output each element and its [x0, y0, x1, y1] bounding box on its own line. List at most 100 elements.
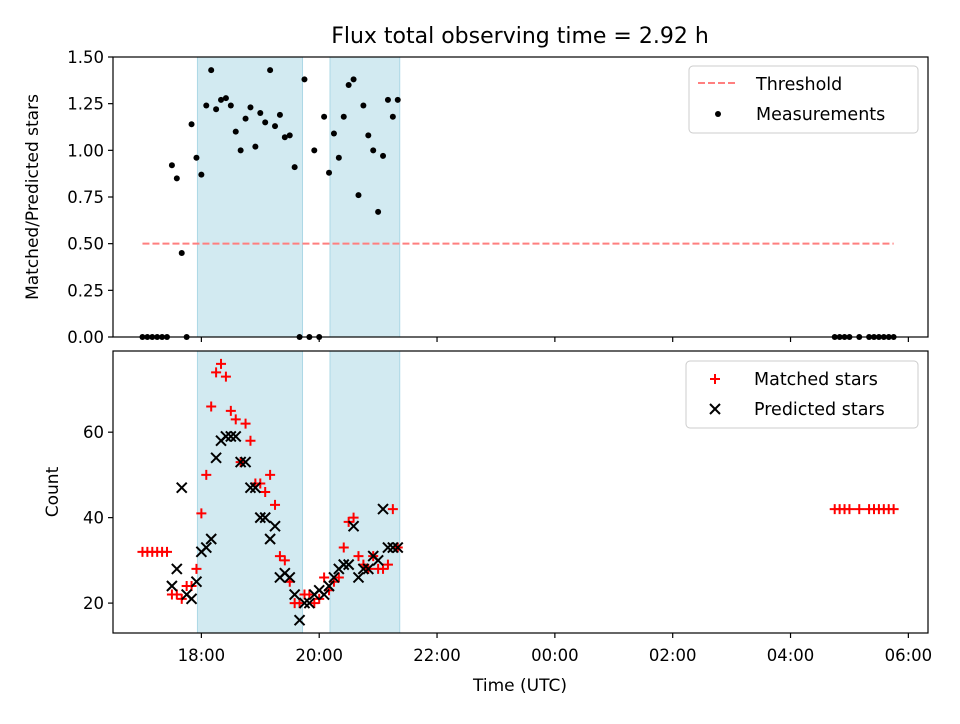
measurement-point: [384, 96, 391, 103]
x-tick-label: 18:00: [178, 646, 226, 665]
matched-star-point: [162, 546, 173, 557]
measurement-point: [355, 192, 362, 199]
measurement-point: [350, 76, 357, 83]
measurement-point: [326, 169, 333, 176]
matched-star-point: [245, 435, 256, 446]
matched-star-point: [319, 572, 330, 583]
matched-star-point: [382, 559, 393, 570]
predicted-star-point: [264, 533, 276, 545]
measurement-point: [311, 147, 318, 154]
measurement-point: [389, 113, 396, 120]
predicted-star-point: [220, 430, 232, 443]
x-tick-label: 20:00: [295, 646, 343, 665]
measurement-point: [178, 250, 185, 256]
matched-star-point: [191, 563, 202, 574]
predicted-star-point: [200, 541, 212, 554]
predicted-star-point: [328, 571, 340, 584]
predicted-star-point: [288, 588, 301, 601]
predicted-star-point: [244, 482, 257, 494]
legend-measurement-label: Measurements: [756, 105, 885, 125]
x-tick-label: 06:00: [885, 646, 933, 665]
predicted-star-point: [249, 482, 262, 494]
predicted-star-point: [225, 430, 237, 443]
predicted-star-point: [210, 452, 222, 464]
predicted-star-point: [303, 597, 316, 609]
measurement-point: [208, 67, 215, 74]
predicted-star-point: [259, 511, 271, 524]
matched-star-point: [201, 469, 212, 480]
matched-star-point: [260, 487, 271, 497]
predicted-star-point: [239, 456, 252, 468]
measurement-point: [365, 132, 372, 139]
x-tick-label: 00:00: [531, 646, 579, 665]
predicted-star-point: [269, 520, 281, 532]
predicted-star-point: [357, 563, 370, 575]
predicted-star-point: [230, 430, 242, 443]
matched-star-point: [353, 551, 364, 562]
top-y-tick-label: 1.25: [67, 95, 104, 114]
measurement-point: [237, 147, 244, 154]
matched-star-point: [854, 504, 865, 515]
matched-star-point: [196, 508, 207, 519]
measurement-point: [252, 143, 259, 150]
matched-star-point: [216, 358, 227, 369]
predicted-star-point: [298, 597, 311, 609]
bottom-axes-frame: [112, 350, 929, 634]
bottom-y-tick-label: 40: [83, 509, 104, 528]
predicted-star-point: [166, 580, 178, 592]
measurement-point: [301, 76, 308, 83]
matched-star-point: [348, 512, 359, 523]
matched-star-point: [206, 401, 217, 412]
matched-star-point: [211, 367, 222, 378]
top-y-tick-label: 0.25: [67, 281, 104, 300]
matched-star-point: [220, 371, 231, 382]
bottom-y-tick-label: 60: [83, 423, 104, 442]
measurement-point: [198, 171, 205, 178]
predicted-star-point: [352, 571, 365, 584]
bottom-observing-span-2: [329, 350, 401, 634]
measurement-point: [394, 96, 401, 103]
predicted-star-point: [342, 558, 355, 571]
top-legend-box: [688, 65, 919, 134]
legend-threshold-label: Threshold: [755, 75, 842, 95]
matched-star-point: [338, 542, 349, 553]
top-observing-span-1: [196, 56, 304, 338]
matched-star-point: [304, 589, 315, 600]
legend-measurement-swatch: [715, 111, 721, 117]
matched-star-point: [844, 504, 855, 515]
predicted-star-point: [318, 588, 330, 601]
measurement-point: [222, 95, 229, 102]
measurement-point: [272, 123, 279, 130]
legend-matched-swatch: [710, 374, 720, 384]
measurement-point: [375, 208, 382, 215]
predicted-star-point: [171, 563, 183, 575]
predicted-star-point: [347, 520, 360, 532]
matched-star-point: [888, 504, 899, 515]
legend-predicted-label: Predicted stars: [754, 400, 885, 420]
measurement-point: [262, 119, 269, 126]
measurement-point: [227, 102, 234, 109]
matched-star-point: [333, 572, 344, 583]
measurement-point: [370, 147, 377, 154]
predicted-star-point: [176, 482, 188, 494]
predicted-star-point: [293, 614, 306, 626]
matched-star-point: [270, 499, 281, 510]
top-y-tick-label: 0.00: [67, 328, 104, 347]
predicted-star-point: [190, 576, 203, 588]
matched-star-point: [387, 504, 398, 515]
measurement-point: [257, 110, 264, 116]
measurement-point: [360, 102, 367, 109]
bottom-y-tick-label: 20: [83, 594, 104, 613]
predicted-star-point: [323, 580, 335, 592]
predicted-star-point: [205, 533, 217, 545]
legend-predicted-swatch: [709, 403, 721, 415]
predicted-star-point: [185, 593, 198, 605]
predicted-star-point: [387, 541, 399, 554]
top-y-tick-label: 0.75: [67, 188, 104, 207]
measurement-point: [232, 128, 239, 135]
measurement-point: [242, 115, 249, 122]
measurement-point: [340, 113, 347, 120]
measurement-point: [193, 154, 200, 161]
measurement-point: [218, 96, 225, 103]
matched-star-point: [230, 414, 241, 425]
